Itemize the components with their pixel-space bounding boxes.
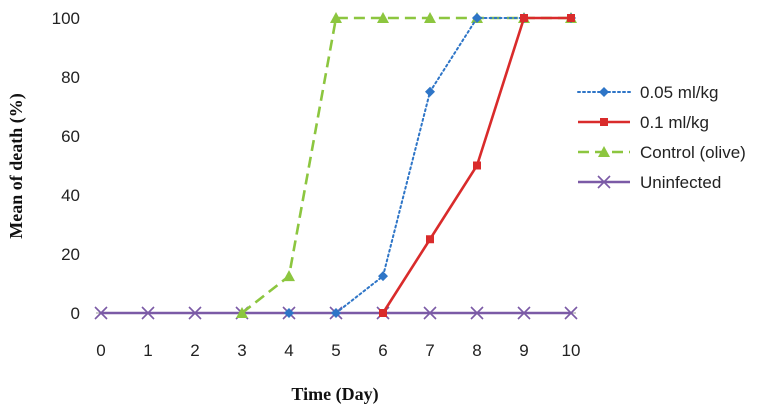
y-axis-title: Mean of death (%) bbox=[6, 93, 27, 238]
data-point-marker bbox=[141, 306, 155, 320]
y-tick-label: 60 bbox=[61, 127, 80, 146]
legend-swatch-marker bbox=[598, 146, 610, 157]
y-axis-ticks: 0 20 40 60 80 100 bbox=[52, 9, 80, 323]
legend-swatch-marker bbox=[600, 118, 608, 126]
x-axis-title: Time (Day) bbox=[291, 384, 378, 405]
data-point-marker bbox=[564, 306, 578, 320]
legend-item: Uninfected bbox=[578, 173, 721, 192]
x-tick-label: 1 bbox=[143, 341, 152, 360]
data-point-marker bbox=[472, 13, 482, 23]
data-point-marker bbox=[470, 306, 484, 320]
legend-swatch-marker bbox=[597, 175, 611, 189]
x-tick-label: 6 bbox=[378, 341, 387, 360]
data-point-marker bbox=[379, 309, 387, 317]
x-tick-label: 5 bbox=[331, 341, 340, 360]
legend-label: Control (olive) bbox=[640, 143, 746, 162]
x-tick-label: 2 bbox=[190, 341, 199, 360]
x-tick-label: 7 bbox=[425, 341, 434, 360]
series-0-1-ml-kg bbox=[379, 14, 575, 317]
x-tick-label: 3 bbox=[237, 341, 246, 360]
x-axis-ticks: 0 1 2 3 4 5 6 7 8 9 10 bbox=[96, 341, 580, 360]
x-tick-label: 4 bbox=[284, 341, 293, 360]
data-point-marker bbox=[283, 270, 295, 282]
data-point-marker bbox=[284, 308, 294, 318]
data-point-marker bbox=[236, 307, 248, 318]
y-tick-label: 0 bbox=[71, 304, 80, 323]
series-control-olive bbox=[236, 12, 577, 318]
data-point-marker bbox=[331, 308, 341, 318]
legend-swatch-marker bbox=[599, 87, 609, 97]
legend: 0.05 ml/kg 0.1 ml/kg Control (olive) Uninfe… bbox=[577, 83, 746, 192]
legend-label: 0.1 ml/kg bbox=[640, 113, 709, 132]
data-point-marker bbox=[517, 306, 531, 320]
data-point-marker bbox=[330, 12, 342, 23]
data-point-marker bbox=[520, 14, 528, 22]
data-point-marker bbox=[423, 306, 437, 320]
data-point-marker bbox=[188, 306, 202, 320]
data-point-marker bbox=[425, 86, 435, 97]
data-point-marker bbox=[473, 161, 481, 170]
legend-label: Uninfected bbox=[640, 173, 721, 192]
legend-label: 0.05 ml/kg bbox=[640, 83, 718, 102]
data-point-marker bbox=[94, 306, 108, 320]
data-point-marker bbox=[378, 271, 388, 282]
data-point-marker bbox=[567, 14, 575, 22]
series-layer bbox=[94, 12, 578, 320]
y-tick-label: 40 bbox=[61, 186, 80, 205]
x-tick-label: 10 bbox=[562, 341, 581, 360]
legend-item: 0.1 ml/kg bbox=[578, 113, 709, 132]
y-tick-label: 80 bbox=[61, 68, 80, 87]
series-line bbox=[241, 16, 571, 315]
x-tick-label: 0 bbox=[96, 341, 105, 360]
legend-item: Control (olive) bbox=[578, 143, 746, 162]
data-point-marker bbox=[424, 12, 436, 23]
legend-item: 0.05 ml/kg bbox=[577, 83, 718, 102]
x-tick-label: 8 bbox=[472, 341, 481, 360]
series-line bbox=[335, 17, 572, 314]
y-tick-label: 20 bbox=[61, 245, 80, 264]
x-tick-label: 9 bbox=[519, 341, 528, 360]
y-tick-label: 100 bbox=[52, 9, 80, 28]
data-point-marker bbox=[426, 235, 434, 244]
data-point-marker bbox=[377, 12, 389, 23]
